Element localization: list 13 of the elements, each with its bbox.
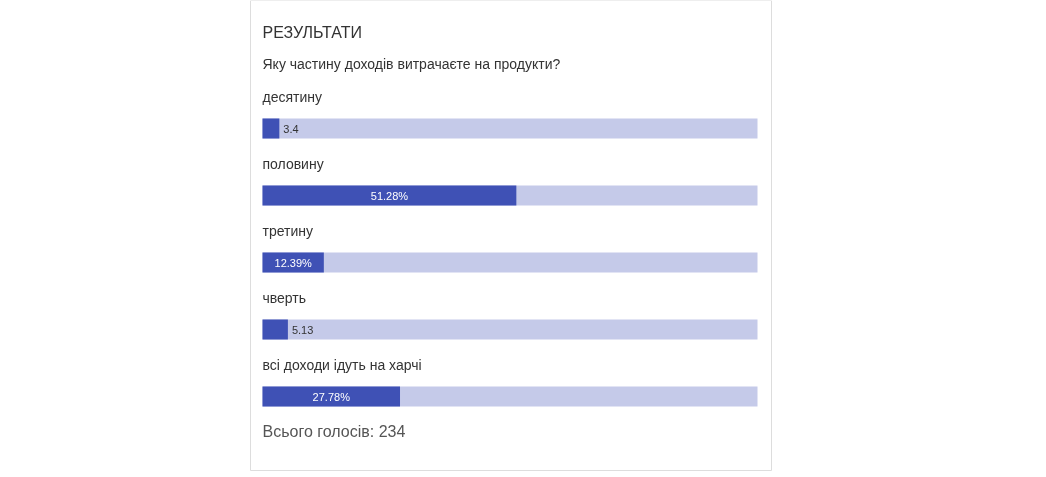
chart-title: РЕЗУЛЬТАТИ — [262, 24, 362, 41]
text: Всього голосів: 234 — [262, 423, 406, 440]
y-tick-label: третину — [262, 222, 313, 239]
data-label: 5.13 — [291, 323, 314, 336]
data-label: 27.78% — [312, 390, 351, 403]
data-label: 51.28% — [370, 189, 409, 202]
chart-subtitle: Яку частину доходів витрачаєте на продукти? — [262, 55, 561, 72]
data-label: 12.39% — [274, 256, 313, 269]
y-tick-label: всі доходи ідуть на харчі — [262, 356, 422, 373]
data-label: 3.4 — [283, 122, 299, 135]
y-tick-label: половину — [262, 155, 324, 172]
y-tick-label: чверть — [262, 289, 307, 306]
y-tick-label: десятину — [262, 88, 322, 105]
